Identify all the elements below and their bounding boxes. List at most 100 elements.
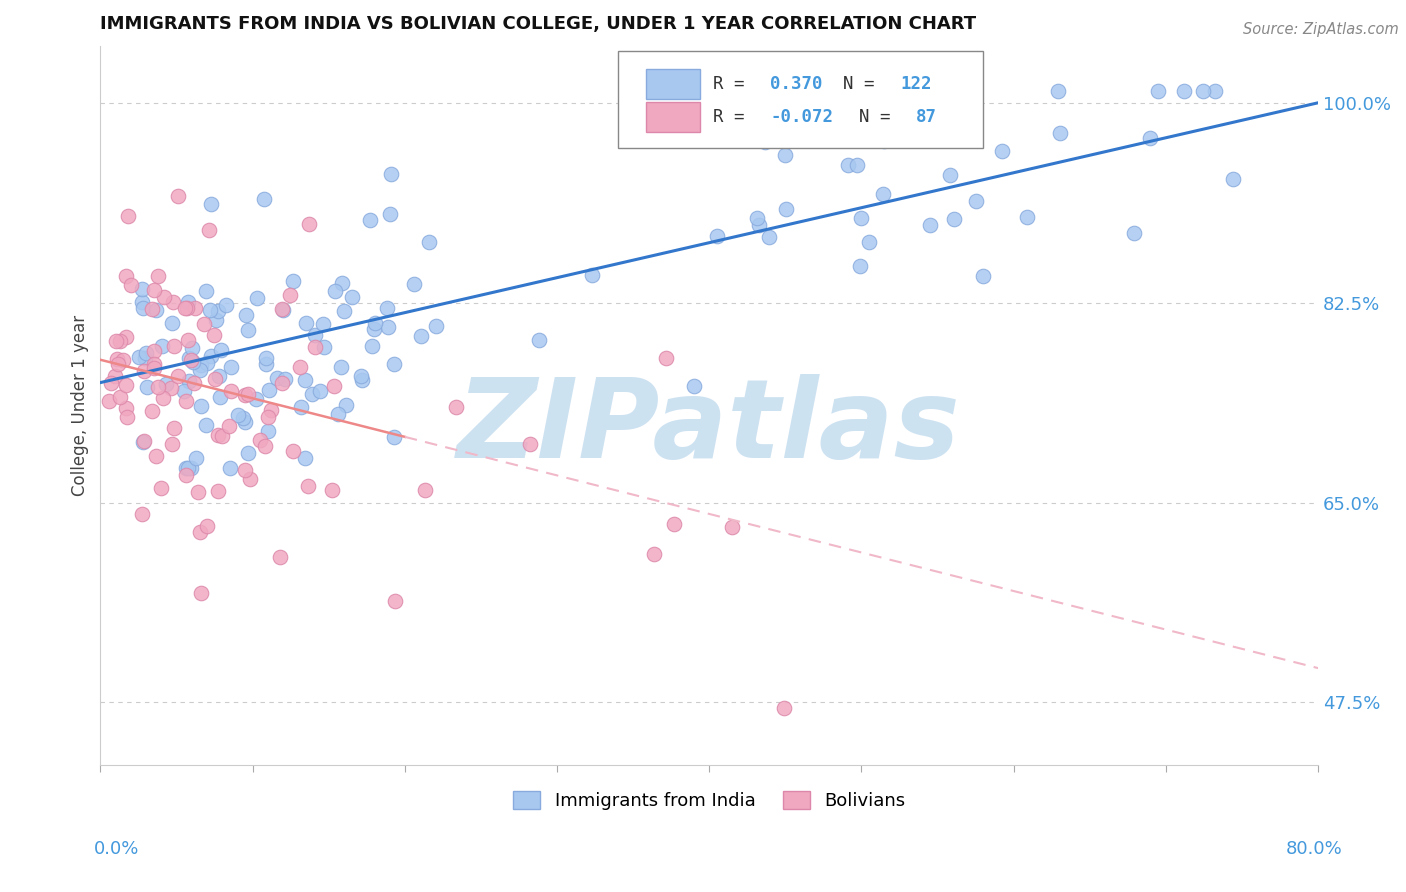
Point: [290, 400, 312, 414]
Point: [1139, 131, 1161, 145]
Point: [413, 483, 436, 498]
Point: [108, 334, 131, 349]
Point: [149, 481, 172, 495]
Point: [233, 462, 256, 476]
Point: [380, 167, 402, 181]
Point: [990, 144, 1012, 158]
Point: [141, 404, 163, 418]
Point: [321, 483, 343, 497]
Point: [180, 353, 202, 368]
Point: [873, 134, 896, 148]
Point: [100, 376, 122, 390]
Point: [181, 341, 204, 355]
Point: [204, 372, 226, 386]
Point: [176, 461, 198, 475]
Point: [332, 304, 354, 318]
FancyBboxPatch shape: [617, 51, 983, 148]
Point: [748, 218, 770, 232]
Point: [294, 316, 316, 330]
Point: [271, 376, 294, 391]
Point: [150, 339, 173, 353]
Point: [260, 403, 283, 417]
Point: [181, 355, 204, 369]
Point: [253, 439, 276, 453]
Point: [832, 117, 855, 131]
Text: 0.370: 0.370: [770, 75, 823, 93]
Point: [245, 392, 267, 406]
Point: [120, 278, 142, 293]
Point: [163, 421, 186, 435]
Point: [721, 520, 744, 534]
Point: [166, 369, 188, 384]
Point: [446, 400, 468, 414]
Point: [146, 268, 169, 283]
Point: [920, 218, 942, 232]
Text: R =: R =: [713, 75, 755, 93]
Point: [352, 373, 374, 387]
Point: [193, 317, 215, 331]
Point: [837, 158, 859, 172]
Point: [1204, 84, 1226, 98]
Point: [375, 301, 398, 316]
Point: [682, 379, 704, 393]
Point: [155, 376, 177, 391]
Point: [1049, 126, 1071, 140]
Point: [218, 461, 240, 475]
Text: 122: 122: [900, 75, 932, 93]
Point: [281, 274, 304, 288]
Point: [384, 357, 406, 371]
Text: R =: R =: [713, 108, 755, 126]
Point: [207, 484, 229, 499]
Point: [238, 323, 260, 337]
Point: [304, 328, 326, 343]
Point: [404, 277, 426, 292]
Point: [117, 410, 139, 425]
Point: [304, 340, 326, 354]
Point: [872, 187, 894, 202]
Point: [233, 415, 256, 429]
Point: [1147, 84, 1170, 98]
Point: [142, 357, 165, 371]
Point: [131, 507, 153, 521]
Point: [254, 357, 277, 371]
Point: [215, 298, 238, 312]
Point: [418, 235, 440, 249]
Text: N =: N =: [844, 75, 886, 93]
Point: [190, 586, 212, 600]
Point: [115, 378, 138, 392]
Point: [274, 372, 297, 386]
Point: [323, 378, 346, 392]
Point: [228, 409, 250, 423]
Point: [143, 284, 166, 298]
Point: [529, 333, 551, 347]
Point: [159, 381, 181, 395]
Point: [128, 351, 150, 365]
Point: [173, 384, 195, 398]
Point: [938, 168, 960, 182]
Point: [153, 290, 176, 304]
Point: [747, 211, 769, 225]
Point: [271, 302, 294, 317]
Point: [188, 524, 211, 539]
Point: [359, 212, 381, 227]
Point: [409, 329, 432, 343]
Point: [235, 308, 257, 322]
Point: [208, 369, 231, 384]
Point: [236, 446, 259, 460]
Point: [115, 401, 138, 416]
Point: [198, 303, 221, 318]
Point: [254, 351, 277, 365]
Point: [581, 268, 603, 282]
Point: [219, 384, 242, 398]
Point: [143, 343, 166, 358]
Point: [294, 373, 316, 387]
Point: [134, 351, 156, 365]
Point: [131, 434, 153, 449]
Point: [270, 302, 292, 317]
Point: [233, 388, 256, 402]
Point: [1222, 172, 1244, 186]
Point: [384, 594, 406, 608]
Point: [184, 451, 207, 466]
Point: [209, 343, 232, 357]
Point: [204, 313, 226, 327]
